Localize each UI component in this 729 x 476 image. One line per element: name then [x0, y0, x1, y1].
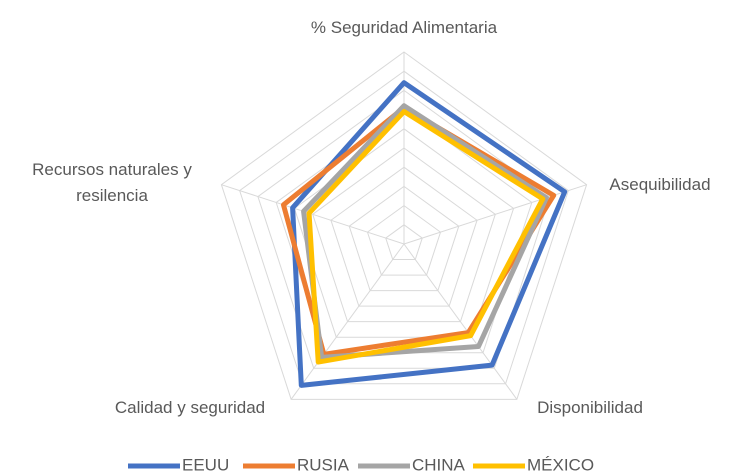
axis-label: % Seguridad Alimentaria: [310, 18, 498, 37]
axis-line: [221, 184, 405, 245]
axis-label: Asequibilidad: [609, 175, 711, 194]
legend-label: RUSIA: [297, 455, 350, 474]
legend-label: EEUU: [182, 455, 229, 474]
axis-line: [290, 243, 405, 400]
grid-ring: [385, 224, 423, 261]
series-line: [306, 109, 546, 365]
grid-ring: [293, 128, 515, 338]
legend-label: MÉXICO: [527, 455, 594, 474]
grid-ring: [312, 147, 496, 323]
axis-line: [403, 184, 587, 245]
axis-label: Recursos naturales y resilencia: [32, 160, 192, 205]
grid-ring: [220, 51, 588, 400]
axis-line: [403, 243, 518, 400]
axis-label: Disponibilidad: [537, 398, 643, 417]
legend-label: CHINA: [412, 455, 466, 474]
series-line: [280, 105, 557, 357]
series-line: [301, 103, 549, 360]
grid-ring: [239, 70, 569, 385]
axis-label: Calidad y seguridad: [114, 398, 266, 417]
grid-ring: [330, 166, 478, 307]
grid-ring: [348, 185, 460, 292]
grid-ring: [366, 204, 442, 276]
series-line: [290, 80, 568, 388]
